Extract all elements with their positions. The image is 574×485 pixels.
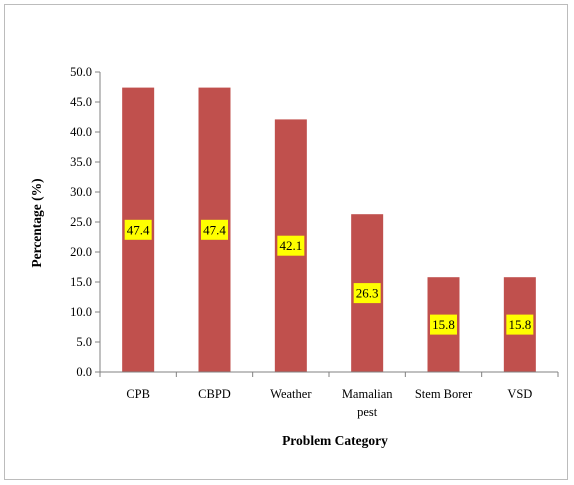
y-tick-label: 25.0	[70, 215, 92, 229]
y-tick-label: 40.0	[70, 125, 92, 139]
y-tick-label: 35.0	[70, 155, 92, 169]
data-label: 42.1	[279, 238, 302, 253]
y-tick-label: 0.0	[76, 365, 92, 379]
data-label-background	[430, 314, 457, 335]
y-tick-label: 20.0	[70, 245, 92, 259]
y-axis: 0.0 5.0 10.0 15.0 20.0 25.0 30.0 35.0 40.0 45.0 50…	[70, 65, 101, 379]
x-axis-title: Problem Category	[282, 433, 388, 448]
x-tick-label: Weather	[270, 387, 312, 401]
data-label: 15.8	[432, 317, 455, 332]
y-tick-label: 30.0	[70, 185, 92, 199]
x-tick-label: pest	[357, 405, 378, 419]
data-label-background	[124, 219, 152, 240]
data-label: 47.4	[203, 222, 226, 237]
x-tick-label: VSD	[507, 387, 532, 401]
bars: 47.4 47.4 42.1 26.3 15.8 15.8	[122, 87, 536, 373]
bar-chart: 0.0 5.0 10.0 15.0 20.0 25.0 30.0 35.0 40.0 45.0 50…	[29, 65, 559, 448]
chart-frame: 0.0 5.0 10.0 15.0 20.0 25.0 30.0 35.0 40.0 45.0 50…	[4, 4, 568, 480]
data-label-background	[201, 219, 228, 240]
data-label: 26.3	[356, 286, 379, 301]
y-tick-label: 15.0	[70, 275, 92, 289]
x-tick-label: Stem Borer	[415, 387, 473, 401]
y-tick-label: 10.0	[70, 305, 92, 319]
data-label-background	[506, 314, 534, 335]
x-axis: CPB CBPD Weather Mamalian pest Stem Borer VSD	[99, 371, 559, 419]
x-tick-label: Mamalian	[342, 387, 393, 401]
data-label: 47.4	[127, 222, 150, 237]
x-tick-label: CBPD	[198, 387, 231, 401]
y-tick-label: 45.0	[70, 95, 92, 109]
data-label-background	[353, 283, 381, 304]
y-axis-title: Percentage (%)	[29, 178, 44, 267]
x-tick-label: CPB	[126, 387, 150, 401]
data-label: 15.8	[508, 317, 531, 332]
y-tick-label: 50.0	[70, 65, 92, 79]
data-label-background	[277, 235, 305, 256]
y-tick-label: 5.0	[76, 335, 92, 349]
